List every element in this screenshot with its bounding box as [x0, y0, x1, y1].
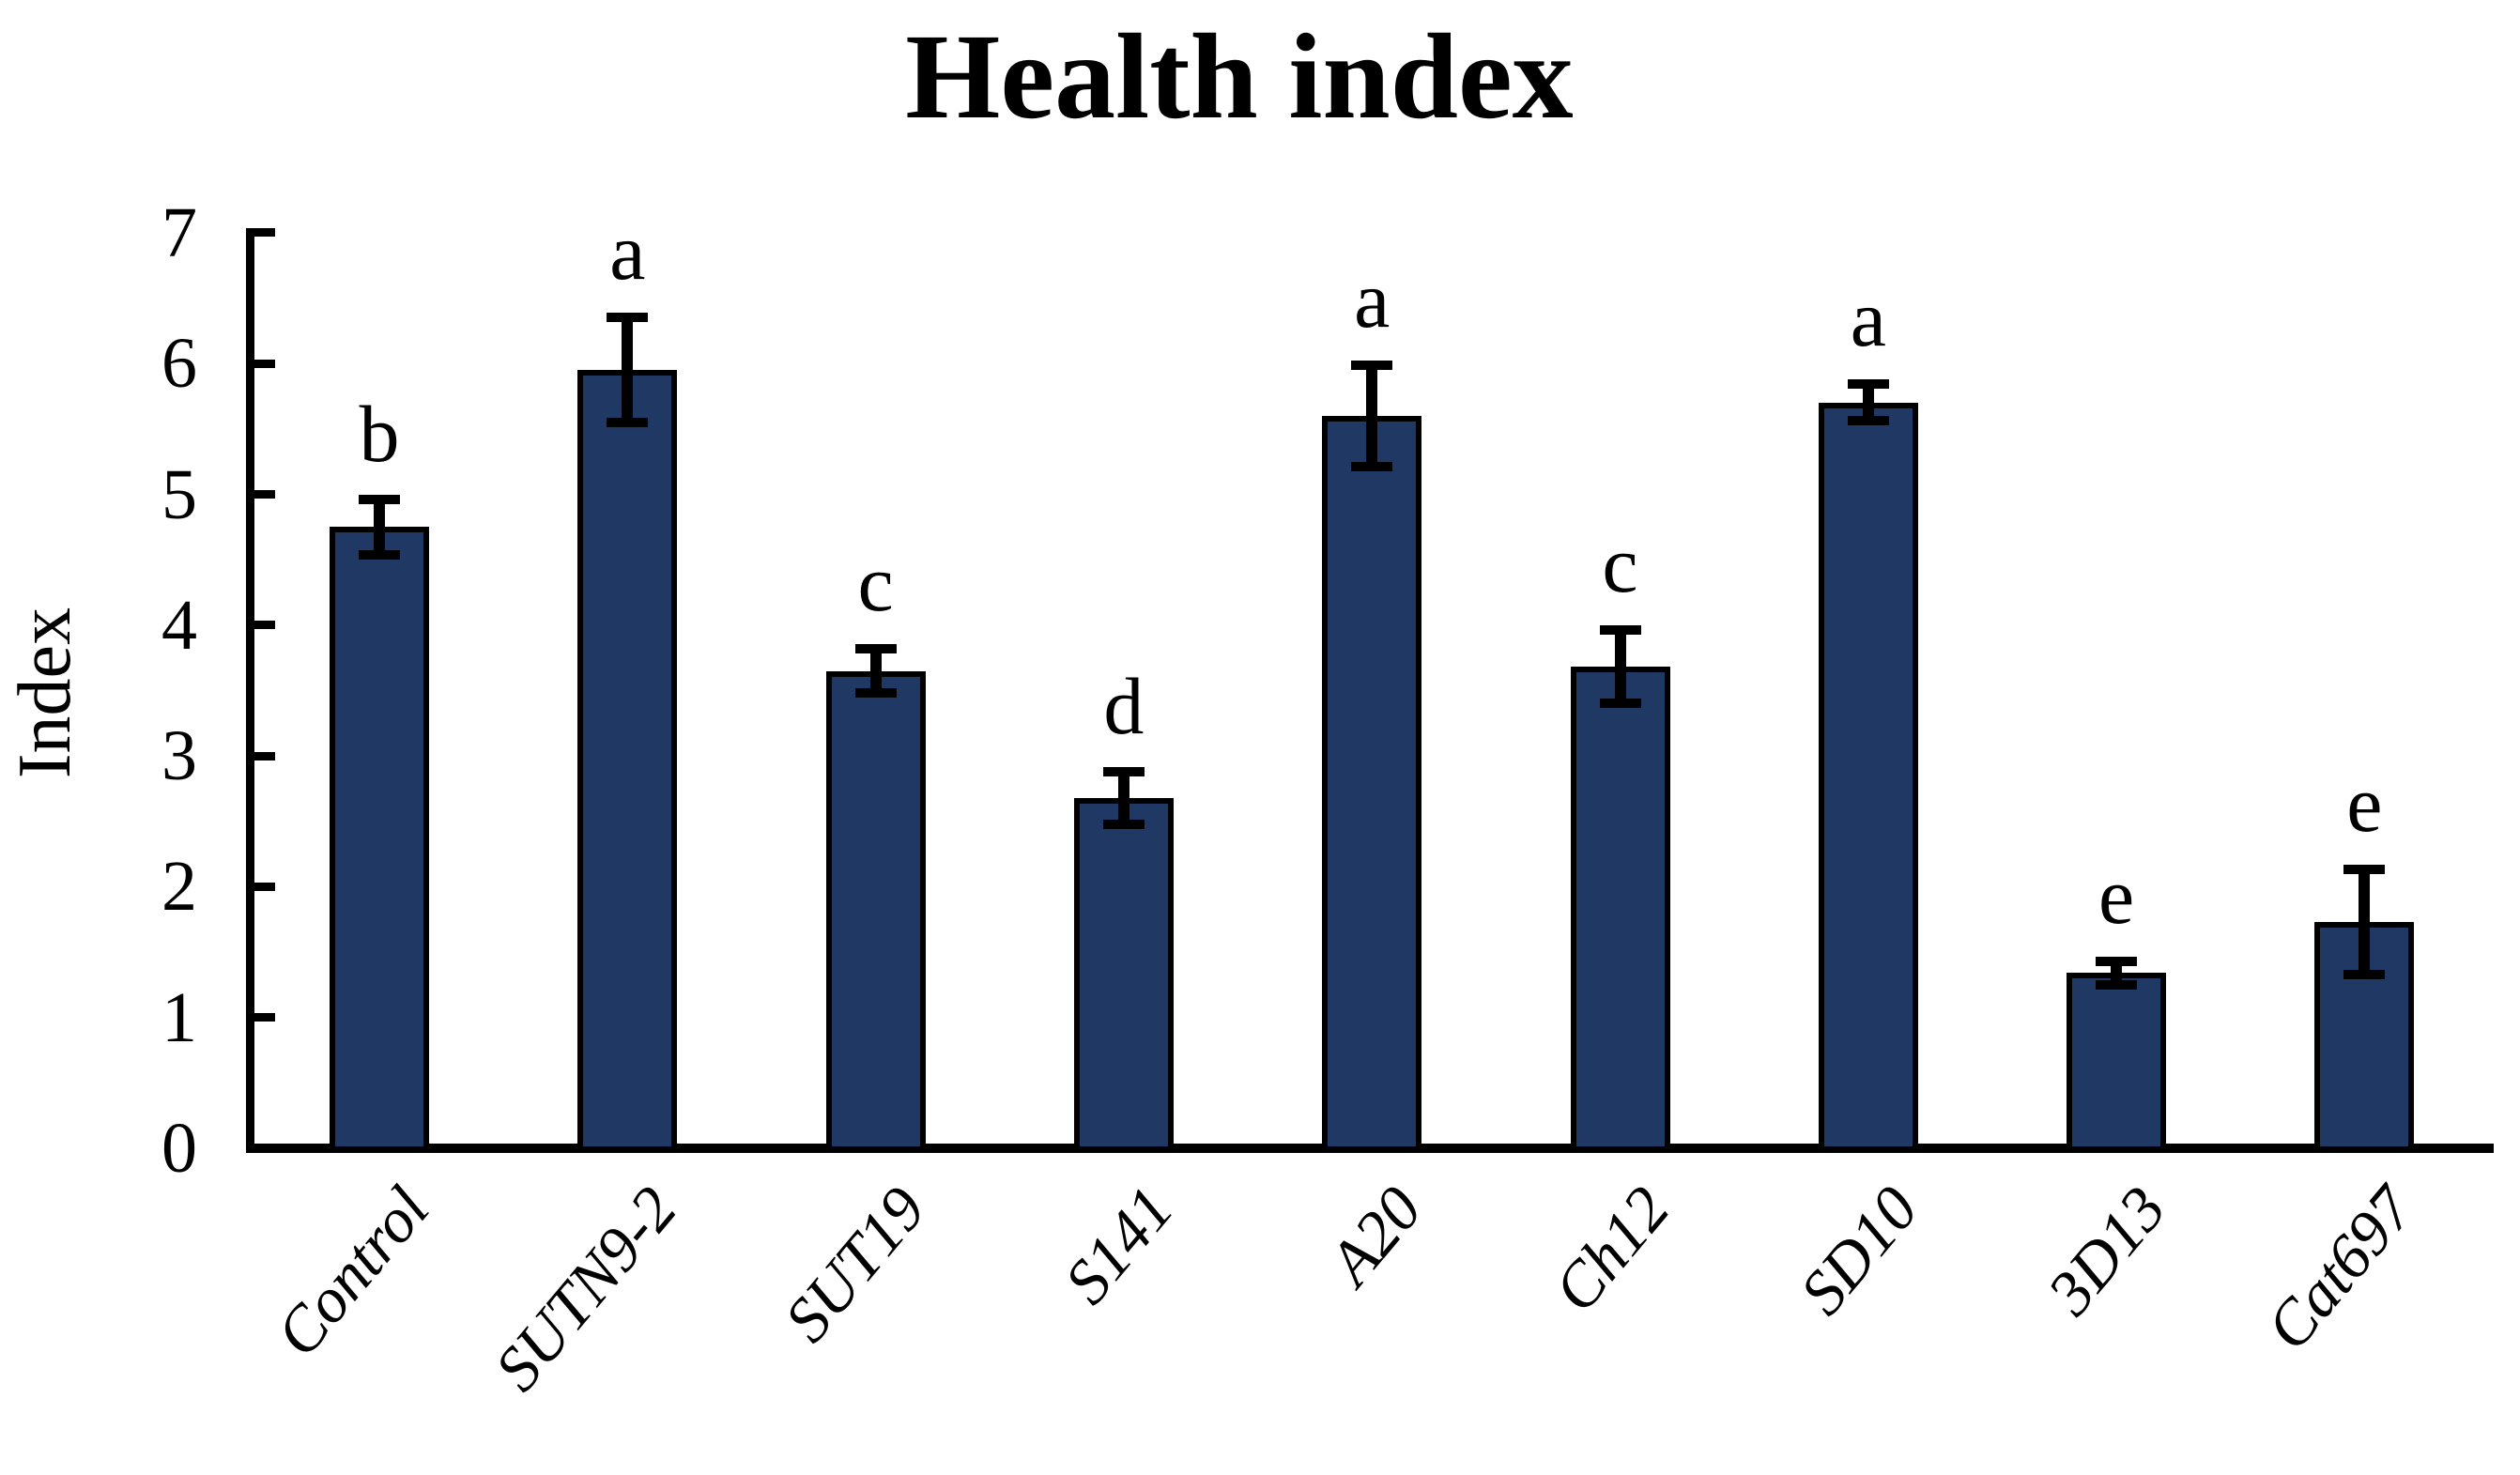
- y-tick-label-7: 7: [161, 192, 197, 272]
- error-bar-cap-top-Cat697: [2343, 865, 2386, 875]
- error-bar-cap-bottom-SUT19: [854, 688, 897, 699]
- error-bar-cap-bottom-Cat697: [2343, 969, 2386, 979]
- error-bar-cap-bottom-A20: [1351, 462, 1393, 472]
- y-axis-label: Index: [4, 607, 86, 779]
- error-bar-cap-bottom-SUTN9-2: [607, 417, 649, 427]
- bar-SUT19: [825, 670, 926, 1152]
- x-category-label-Control: Control: [261, 1173, 443, 1370]
- chart-title: Health index: [905, 9, 1574, 145]
- x-category-label-3D13: 3D13: [2033, 1173, 2180, 1329]
- error-bar-cap-top-A20: [1351, 360, 1393, 370]
- x-category-label-Ch12: Ch12: [1539, 1173, 1683, 1326]
- error-bar-cap-bottom-Ch12: [1599, 699, 1641, 709]
- significance-letter-SUTN9-2: a: [609, 207, 646, 298]
- significance-letter-3D13: e: [2098, 850, 2135, 941]
- y-tick-mark-6: [246, 359, 275, 368]
- x-category-label-SUT19: SUT19: [770, 1173, 939, 1356]
- error-bar-stem-S141: [1117, 771, 1129, 824]
- bar-A20: [1322, 415, 1422, 1152]
- y-tick-mark-5: [246, 490, 275, 499]
- x-category-label-Cat697: Cat697: [2251, 1173, 2428, 1363]
- x-category-label-S141: S141: [1050, 1173, 1188, 1317]
- significance-letter-S141: d: [1103, 660, 1145, 751]
- significance-letter-SUT19: c: [857, 537, 894, 628]
- error-bar-cap-bottom-SD10: [1847, 416, 1889, 426]
- error-bar-cap-top-Ch12: [1599, 625, 1641, 636]
- significance-letter-Cat697: e: [2346, 759, 2383, 850]
- y-tick-mark-1: [246, 1013, 275, 1022]
- significance-letter-SD10: a: [1850, 273, 1886, 364]
- error-bar-stem-3D13: [2111, 960, 2123, 985]
- y-tick-mark-7: [246, 228, 275, 238]
- bar-3D13: [2067, 973, 2167, 1152]
- significance-letter-Ch12: c: [1602, 519, 1638, 610]
- error-bar-stem-Ch12: [1614, 630, 1626, 704]
- y-tick-label-5: 5: [161, 454, 197, 534]
- error-bar-cap-top-Control: [359, 495, 400, 505]
- error-bar-cap-bottom-3D13: [2096, 979, 2138, 990]
- error-bar-cap-top-3D13: [2096, 956, 2138, 966]
- error-bar-cap-top-SD10: [1847, 379, 1889, 390]
- error-bar-stem-Control: [374, 499, 385, 555]
- y-tick-label-1: 1: [161, 977, 197, 1057]
- bar-S141: [1073, 797, 1174, 1152]
- bar-Cat697: [2314, 922, 2415, 1152]
- bar-SD10: [1818, 402, 1918, 1152]
- y-tick-label-4: 4: [161, 585, 197, 665]
- significance-letter-Control: b: [359, 389, 400, 480]
- error-bar-cap-top-S141: [1102, 766, 1145, 776]
- error-bar-cap-top-SUT19: [854, 643, 897, 653]
- error-bar-stem-SUTN9-2: [622, 317, 634, 423]
- error-bar-cap-top-SUTN9-2: [607, 313, 649, 323]
- bar-Control: [330, 527, 429, 1152]
- y-tick-label-6: 6: [161, 324, 197, 404]
- bar-SUTN9-2: [577, 370, 678, 1152]
- y-axis-spine: [246, 228, 254, 1153]
- x-category-label-A20: A20: [1314, 1173, 1436, 1298]
- y-tick-label-2: 2: [161, 847, 197, 927]
- error-bar-stem-SUT19: [869, 648, 882, 694]
- error-bar-cap-bottom-S141: [1102, 819, 1145, 829]
- y-tick-mark-3: [246, 751, 275, 761]
- error-bar-stem-Cat697: [2359, 869, 2371, 975]
- x-category-label-SUTN9-2: SUTN9-2: [481, 1173, 691, 1405]
- error-bar-stem-SD10: [1862, 384, 1874, 422]
- y-tick-mark-2: [246, 882, 275, 891]
- y-tick-label-0: 0: [161, 1109, 197, 1188]
- y-tick-mark-4: [246, 621, 275, 630]
- x-category-label-SD10: SD10: [1785, 1173, 1931, 1329]
- bar-Ch12: [1570, 667, 1670, 1152]
- error-bar-cap-bottom-Control: [359, 549, 400, 560]
- y-tick-label-3: 3: [161, 716, 197, 796]
- error-bar-stem-A20: [1366, 364, 1378, 468]
- significance-letter-A20: a: [1354, 254, 1391, 345]
